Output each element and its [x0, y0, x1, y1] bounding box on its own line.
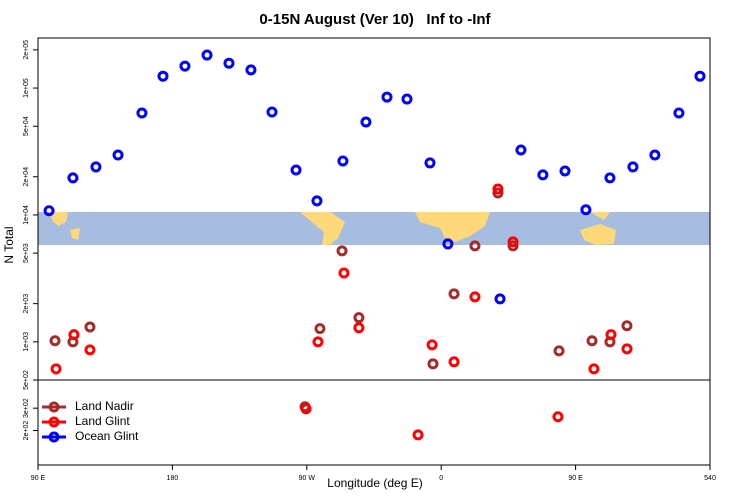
point [605, 329, 617, 341]
y-tick-label: 3e+02 [23, 398, 30, 418]
point [604, 172, 616, 184]
x-axis-label: Longitude (deg E) [327, 476, 422, 490]
point [515, 144, 527, 156]
legend-label: Ocean Glint [75, 429, 139, 443]
point [90, 161, 102, 173]
point [442, 238, 454, 250]
point [492, 183, 504, 195]
point [245, 64, 257, 76]
point [588, 363, 600, 375]
legend-label: Land Glint [75, 414, 130, 428]
map-band [38, 212, 710, 245]
y-tick-label: 5e+02 [23, 370, 30, 390]
point [469, 291, 481, 303]
point [627, 161, 639, 173]
plot-frame [37, 37, 711, 466]
y-tick-label: 1e+05 [23, 78, 30, 98]
point [537, 169, 549, 181]
point [68, 329, 80, 341]
point [401, 93, 413, 105]
y-tick-label: 2e+05 [23, 40, 30, 60]
y-tick-label: 2e+03 [23, 294, 30, 314]
point [311, 195, 323, 207]
chart-title: 0-15N August (Ver 10) Inf to -Inf [259, 11, 491, 28]
point [673, 107, 685, 119]
point [427, 358, 439, 370]
point [84, 321, 96, 333]
point [49, 335, 61, 347]
point [381, 91, 393, 103]
point [492, 187, 504, 199]
point [553, 345, 565, 357]
point [621, 320, 633, 332]
x-tick-label: 90 E [568, 475, 583, 482]
point [336, 245, 348, 257]
point [314, 323, 326, 335]
x-tick-label: 540 [704, 475, 716, 482]
x-tick-label: 90 W [299, 475, 316, 482]
point [586, 335, 598, 347]
legend-marker [48, 431, 60, 443]
y-tick-label: 5e+03 [23, 243, 30, 263]
y-axis-label: N Total [2, 226, 16, 263]
point [201, 49, 213, 61]
point [266, 106, 278, 118]
point [112, 149, 124, 161]
x-tick-label: 90 E [31, 475, 46, 482]
point [290, 164, 302, 176]
point [353, 322, 365, 334]
x-tick-label: 0 [439, 475, 443, 482]
point [50, 363, 62, 375]
point [337, 155, 349, 167]
point [507, 240, 519, 252]
point [312, 336, 324, 348]
point [43, 205, 55, 217]
point [300, 403, 312, 415]
legend-label: Land Nadir [75, 399, 134, 413]
point [136, 107, 148, 119]
point [67, 172, 79, 184]
point [694, 70, 706, 82]
y-tick-label: 2e+04 [23, 167, 30, 187]
point [338, 267, 350, 279]
point [360, 116, 372, 128]
point [353, 312, 365, 324]
y-tick-label: 1e+04 [23, 205, 30, 225]
point [412, 429, 424, 441]
point [424, 157, 436, 169]
y-tick-label: 1e+03 [23, 332, 30, 352]
legend-marker [48, 416, 60, 428]
point [552, 411, 564, 423]
point [580, 204, 592, 216]
point [157, 70, 169, 82]
x-tick-label: 180 [167, 475, 179, 482]
y-tick-label: 5e+04 [23, 116, 30, 136]
point [621, 343, 633, 355]
point [448, 288, 460, 300]
point [84, 344, 96, 356]
point [559, 165, 571, 177]
point [649, 149, 661, 161]
point [426, 339, 438, 351]
point [448, 356, 460, 368]
point [179, 60, 191, 72]
point [494, 293, 506, 305]
point [507, 236, 519, 248]
point [469, 240, 481, 252]
point [223, 57, 235, 69]
y-tick-label: 2e+02 [23, 421, 30, 441]
legend-marker [48, 401, 60, 413]
